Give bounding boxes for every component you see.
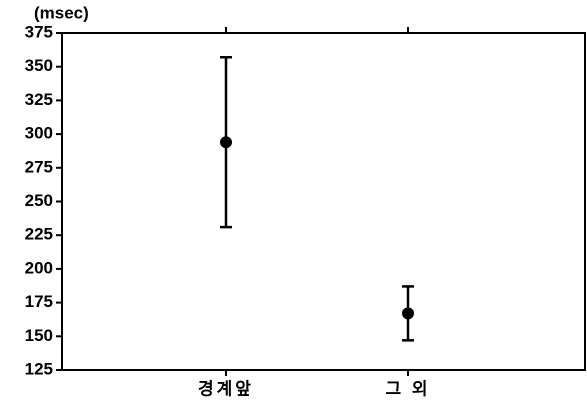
x-tick-label: 경계앞 (198, 379, 254, 398)
y-tick-label: 275 (25, 157, 53, 176)
y-tick-label: 350 (25, 56, 53, 75)
y-tick-label: 375 (25, 22, 53, 41)
point (402, 307, 414, 320)
plot-frame (61, 32, 586, 371)
y-tick-label: 125 (25, 359, 53, 378)
y-tick-label: 200 (25, 258, 53, 277)
y-tick-label: 150 (25, 326, 53, 345)
y-tick-label: 300 (25, 124, 53, 143)
y-tick-label: 175 (25, 292, 53, 311)
y-unit-label: (msec) (34, 3, 89, 22)
y-tick-label: 250 (25, 191, 53, 210)
x-tick-label: 그 외 (385, 379, 430, 398)
point (220, 136, 232, 149)
y-tick-label: 325 (25, 90, 53, 109)
y-tick-label: 225 (25, 225, 53, 244)
